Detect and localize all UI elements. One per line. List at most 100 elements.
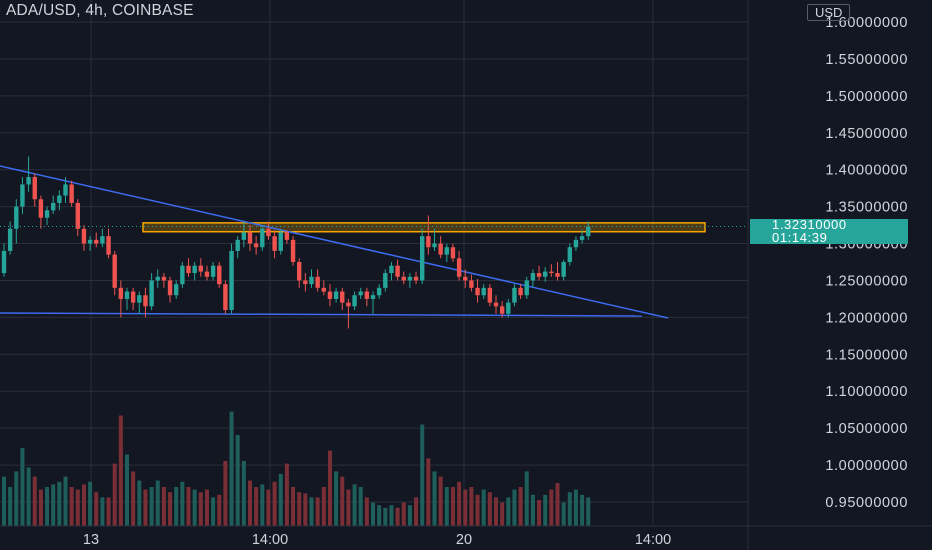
candle [149, 273, 154, 310]
candle-body [549, 271, 554, 274]
volume-bar [518, 487, 523, 526]
volume-bar [241, 461, 246, 526]
candle [32, 173, 37, 207]
candle [100, 228, 105, 248]
candle-body [26, 177, 31, 185]
candle-body [87, 239, 93, 244]
candle-body [272, 236, 277, 251]
candle [463, 269, 468, 288]
candle-body [210, 265, 216, 277]
price-tick-label: 1.20000000 [825, 310, 908, 326]
candle-body [217, 265, 222, 285]
volume-bar [51, 484, 56, 526]
volume-bar [420, 424, 425, 526]
volume-bar [457, 481, 462, 526]
candle-body [38, 199, 44, 218]
candle-body [167, 280, 173, 296]
candle [432, 228, 437, 251]
candle-body [383, 273, 388, 288]
candle [297, 258, 302, 288]
volume-bar [364, 497, 369, 526]
candle [26, 156, 31, 192]
candle [333, 287, 339, 303]
descending-trendline[interactable] [0, 165, 669, 319]
volume-bar [309, 497, 314, 526]
candle [420, 228, 425, 285]
time-tick-label: 20 [456, 532, 472, 548]
candle [487, 284, 493, 307]
candle [395, 259, 400, 281]
volume-bar [573, 489, 578, 526]
candle [579, 230, 585, 244]
candle [210, 262, 216, 281]
last-price-tag: 1.32310000 01:14:39 [750, 217, 908, 244]
volume-bar [217, 494, 222, 526]
time-axis[interactable]: 13 14:00 20 14:00 [83, 532, 671, 548]
candle-body [487, 287, 493, 303]
price-tick-label: 1.00000000 [825, 458, 908, 474]
candle-body [290, 239, 296, 262]
volume-bar [401, 502, 406, 526]
candle [272, 230, 277, 259]
time-tick-label: 14:00 [252, 532, 288, 548]
candle-body [278, 232, 283, 251]
candle-body [530, 273, 536, 281]
volume-bar [530, 494, 535, 526]
candle-body [63, 184, 68, 196]
candle-body [1, 250, 7, 274]
candle [87, 236, 93, 251]
candle [543, 267, 548, 282]
candle-body [118, 287, 124, 299]
volume-bar [94, 492, 99, 526]
candle [57, 190, 62, 211]
volume-bar [438, 476, 443, 526]
time-tick-label: 14:00 [635, 532, 671, 548]
candle [247, 225, 253, 251]
volume-bar [174, 487, 179, 526]
candle [180, 262, 185, 288]
price-tick-label: 1.10000000 [825, 384, 908, 400]
candle [383, 269, 388, 292]
price-axis[interactable]: 1.60000000 1.55000000 1.50000000 1.45000000… [825, 15, 908, 511]
price-tick-label: 1.35000000 [825, 200, 908, 216]
volume-bar [223, 461, 228, 526]
candle-body [567, 247, 572, 262]
volume-bar [211, 497, 216, 526]
candle-body [94, 239, 99, 244]
volume-bar [186, 487, 191, 526]
support-line[interactable] [0, 312, 643, 317]
candle-body [81, 228, 87, 244]
candle [481, 284, 486, 299]
resistance-zone-rect[interactable] [142, 222, 706, 233]
candle [69, 180, 74, 207]
currency-button[interactable]: USD [807, 4, 851, 21]
volume-bar [340, 476, 345, 526]
candle-body [51, 202, 56, 211]
candle-body [321, 287, 326, 292]
volume-bar [291, 487, 296, 526]
candle [444, 243, 449, 262]
volume-bar [75, 489, 80, 526]
candle [174, 280, 179, 299]
trendlines[interactable] [0, 165, 669, 319]
candle-body [420, 236, 425, 281]
resistance-zone[interactable] [142, 222, 706, 233]
candle-body [186, 265, 191, 274]
candle-body [518, 287, 523, 296]
volume-bar [88, 481, 93, 526]
last-price-value: 1.32310000 [772, 217, 847, 232]
volume-bar [161, 487, 166, 526]
candle [51, 195, 56, 214]
volume-bar [198, 492, 203, 526]
candle [44, 206, 50, 226]
candle [137, 291, 142, 314]
volume-bar [155, 480, 160, 526]
candle-body [543, 271, 548, 277]
candle-body [475, 287, 480, 296]
candle [450, 243, 456, 262]
candle-body [426, 236, 431, 248]
candle-body [223, 284, 228, 310]
candle-body [174, 284, 179, 296]
volume-bar [20, 448, 25, 526]
